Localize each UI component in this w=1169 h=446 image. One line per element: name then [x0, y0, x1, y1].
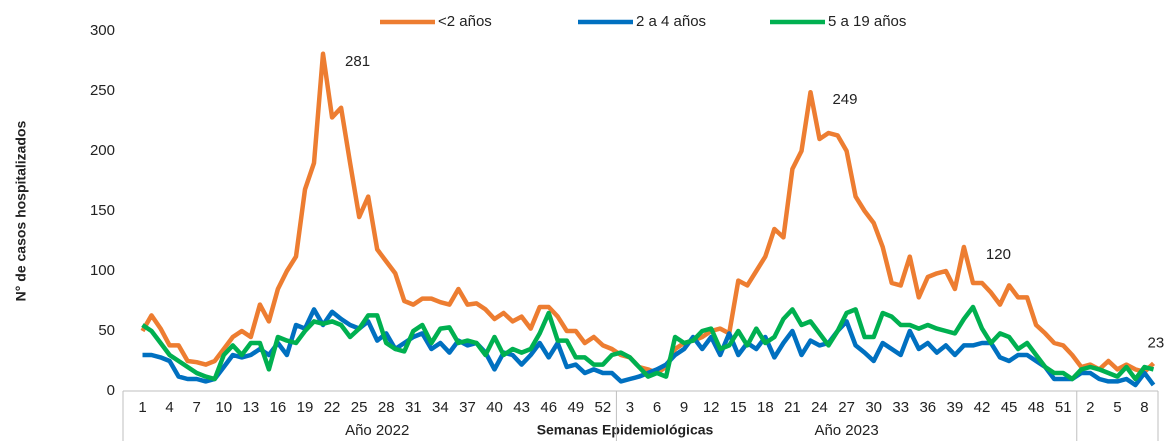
x-tick-label: 9 — [680, 399, 688, 416]
x-axis-title: Semanas Epidemiológicas — [537, 422, 714, 438]
y-tick-label: 200 — [90, 142, 115, 159]
x-tick-label: 39 — [947, 399, 964, 416]
x-group-label: Año 2023 — [814, 422, 878, 439]
y-tick-label: 100 — [90, 262, 115, 279]
x-group-label: Año 2022 — [345, 422, 409, 439]
x-tick-label: 33 — [892, 399, 909, 416]
x-tick-label: 34 — [432, 399, 449, 416]
x-tick-label: 7 — [193, 399, 201, 416]
data-label: 23 — [1147, 334, 1164, 351]
x-tick-label: 36 — [919, 399, 936, 416]
x-tick-label: 22 — [324, 399, 341, 416]
x-tick-label: 31 — [405, 399, 422, 416]
x-tick-label: 4 — [165, 399, 173, 416]
series-line — [141, 304, 1155, 382]
x-tick-label: 48 — [1028, 399, 1045, 416]
y-tick-label: 300 — [90, 22, 115, 39]
x-tick-label: 42 — [974, 399, 991, 416]
x-tick-label: 5 — [1113, 399, 1121, 416]
x-tick-label: 13 — [242, 399, 259, 416]
y-tick-label: 0 — [107, 382, 115, 399]
x-tick-label: 24 — [811, 399, 828, 416]
x-tick-label: 30 — [865, 399, 882, 416]
x-tick-label: 10 — [215, 399, 232, 416]
x-tick-label: 51 — [1055, 399, 1072, 416]
x-tick-label: 3 — [626, 399, 634, 416]
x-tick-label: 15 — [730, 399, 747, 416]
x-tick-label: 49 — [567, 399, 584, 416]
x-tick-label: 46 — [540, 399, 557, 416]
x-tick-label: 16 — [270, 399, 287, 416]
x-tick-label: 27 — [838, 399, 855, 416]
x-tick-label: 18 — [757, 399, 774, 416]
data-label: 120 — [986, 246, 1011, 263]
x-tick-label: 19 — [297, 399, 314, 416]
y-axis-title: N° de casos hospitalizados — [13, 120, 29, 301]
x-tick-label: 25 — [351, 399, 368, 416]
x-tick-label: 2 — [1086, 399, 1094, 416]
y-tick-label: 150 — [90, 202, 115, 219]
x-tick-label: 43 — [513, 399, 530, 416]
x-tick-label: 1 — [138, 399, 146, 416]
y-tick-label: 50 — [98, 322, 115, 339]
x-tick-label: 37 — [459, 399, 476, 416]
series-line — [142, 307, 1156, 388]
legend-label: <2 años — [438, 13, 492, 30]
x-tick-label: 21 — [784, 399, 801, 416]
x-tick-label: 6 — [653, 399, 661, 416]
series-line — [140, 51, 1156, 376]
x-tick-label: 28 — [378, 399, 395, 416]
legend-label: 5 a 19 años — [828, 13, 906, 30]
x-tick-label: 52 — [595, 399, 612, 416]
data-label: 249 — [832, 91, 857, 108]
x-tick-label: 40 — [486, 399, 503, 416]
x-tick-label: 12 — [703, 399, 720, 416]
legend-label: 2 a 4 años — [636, 13, 706, 30]
y-tick-label: 250 — [90, 82, 115, 99]
x-tick-label: 8 — [1140, 399, 1148, 416]
data-label: 281 — [345, 53, 370, 70]
x-tick-label: 45 — [1001, 399, 1018, 416]
